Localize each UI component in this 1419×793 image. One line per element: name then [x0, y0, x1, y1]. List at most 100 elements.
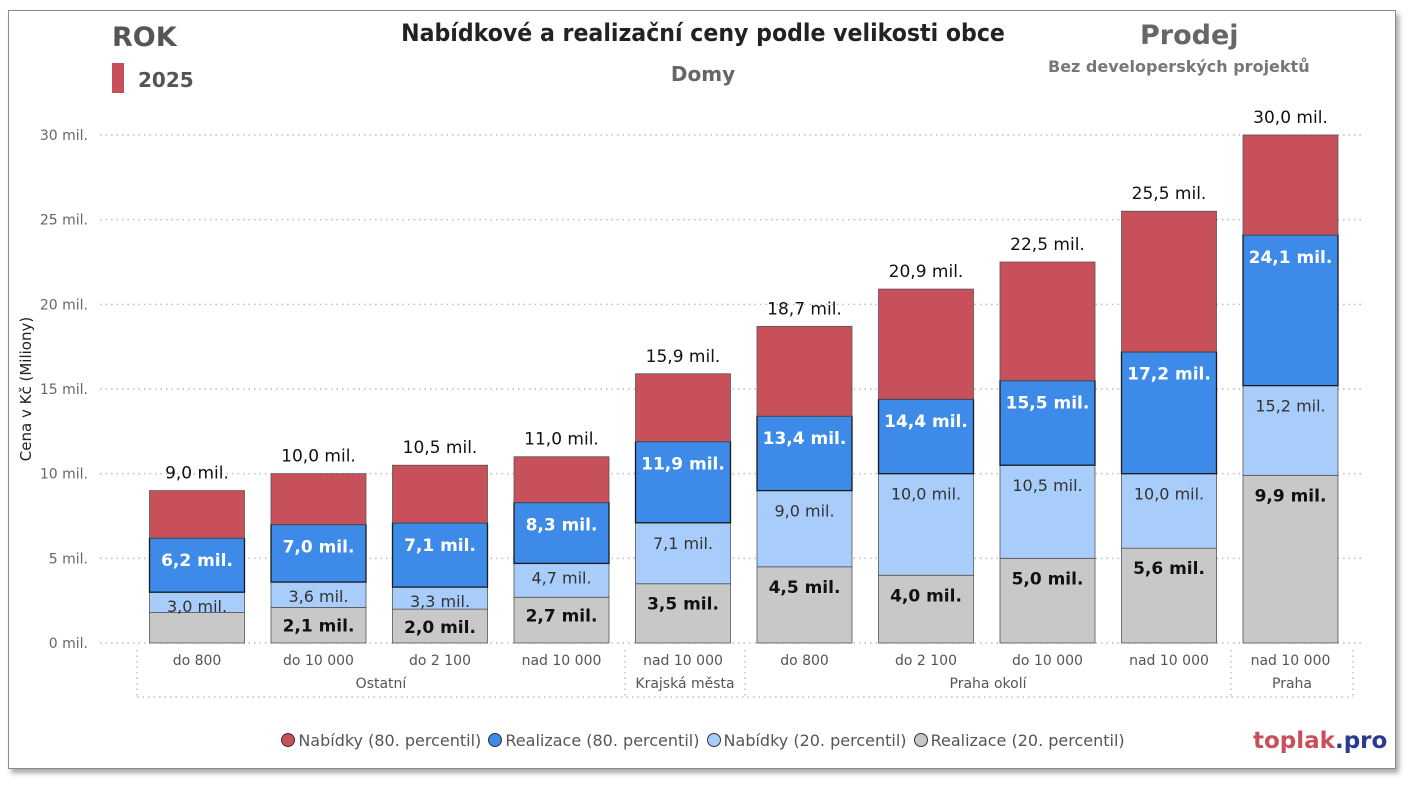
mode-label: Prodej [1140, 20, 1239, 51]
bar-nabidky-80 [1121, 210, 1217, 353]
chart-title: Nabídkové a realizační ceny podle veliko… [401, 19, 1005, 47]
y-tick-label: 10 mil. [40, 467, 88, 483]
chart-legend: Nabídky (80. percentil) Realizace (80. p… [0, 731, 1406, 750]
x-tick-label: nad 10 000 [1129, 653, 1209, 669]
year-slicer-label: ROK [112, 22, 177, 53]
legend-label: Nabídky (20. percentil) [723, 731, 907, 750]
bar-realizace-80 [634, 440, 732, 524]
legend-item-nabidky-20[interactable]: Nabídky (20. percentil) [706, 731, 907, 750]
data-label-realizace-20: 3,5 mil. [647, 595, 719, 615]
x-tick-label: do 800 [780, 653, 829, 669]
legend-dot-icon [706, 733, 721, 747]
bar-realizace-20 [270, 607, 367, 644]
bar-realizace-80 [148, 537, 246, 593]
data-label-realizace-20: 2,1 mil. [283, 616, 355, 636]
data-label-nabidky-80: 9,0 mil. [165, 464, 229, 484]
legend-label: Realizace (80. percentil) [505, 731, 700, 750]
y-tick-label: 20 mil. [40, 297, 88, 313]
x-tick-label: do 10 000 [1012, 653, 1083, 669]
bar-nabidky-80 [270, 473, 367, 525]
brand-part-1: toplak [1253, 728, 1335, 754]
data-label-realizace-20: 2,7 mil. [526, 606, 598, 626]
bar-nabidky-80 [635, 373, 731, 442]
legend-dot-icon [281, 733, 296, 747]
x-tick-label: do 10 000 [283, 653, 354, 669]
data-label-nabidky-80: 15,9 mil. [646, 347, 721, 367]
data-label-nabidky-80: 10,5 mil. [403, 438, 478, 458]
bar-realizace-80 [1242, 234, 1339, 387]
brand-part-2: .pro [1334, 728, 1388, 754]
data-label-realizace-80: 6,2 mil. [161, 551, 233, 571]
bar-nabidky-20 [635, 522, 731, 585]
legend-dot-icon [913, 733, 928, 747]
year-slicer-value[interactable]: 2025 [138, 68, 194, 92]
bar-realizace-80 [756, 415, 853, 492]
data-label-realizace-20: 9,9 mil. [1255, 486, 1327, 506]
x-tick-label: do 800 [173, 653, 222, 669]
data-label-realizace-80: 15,5 mil. [1006, 394, 1090, 414]
data-label-nabidky-20: 10,0 mil. [891, 485, 961, 504]
bar-realizace-20 [149, 612, 245, 644]
bar-nabidky-80 [756, 325, 853, 417]
brand-logo: toplak.pro [1253, 728, 1387, 754]
y-tick-label: 25 mil. [40, 213, 88, 229]
mode-sublabel: Bez developerských projektů [1048, 57, 1310, 76]
x-tick-label: do 2 100 [895, 653, 957, 669]
x-group-label: Praha [1272, 676, 1312, 692]
legend-label: Realizace (20. percentil) [930, 731, 1125, 750]
bar-realizace-20 [999, 557, 1096, 644]
data-label-nabidky-20: 7,1 mil. [653, 534, 713, 553]
data-label-nabidky-20: 10,5 mil. [1012, 476, 1082, 495]
bar-nabidky-20 [878, 473, 974, 576]
bar-realizace-20 [635, 583, 731, 644]
x-tick-label: nad 10 000 [1251, 653, 1331, 669]
x-group-label: Ostatní [356, 676, 408, 692]
chart-subtitle: Domy [670, 62, 736, 86]
data-label-realizace-20: 2,0 mil. [404, 618, 476, 638]
bar-realizace-20 [878, 574, 974, 644]
bar-nabidky-80 [392, 464, 488, 524]
x-group-label: Krajská města [635, 676, 734, 692]
x-tick-label: nad 10 000 [522, 653, 602, 669]
bar-realizace-80 [391, 522, 489, 588]
bar-nabidky-20 [270, 581, 367, 608]
data-label-realizace-80: 7,1 mil. [404, 536, 476, 556]
legend-item-realizace-20[interactable]: Realizace (20. percentil) [913, 731, 1125, 750]
bar-nabidky-80 [513, 456, 610, 503]
legend-item-realizace-80[interactable]: Realizace (80. percentil) [488, 731, 699, 750]
legend-dot-icon [488, 733, 503, 747]
legend-item-nabidky-80[interactable]: Nabídky (80. percentil) [281, 731, 481, 750]
bar-realizace-20 [513, 596, 610, 644]
bar-realizace-20 [392, 608, 488, 644]
data-label-nabidky-80: 11,0 mil. [524, 430, 599, 450]
bar-nabidky-20 [513, 563, 610, 598]
y-tick-label: 15 mil. [40, 382, 88, 398]
data-label-nabidky-80: 25,5 mil. [1132, 184, 1207, 204]
data-label-realizace-80: 13,4 mil. [763, 429, 847, 449]
data-label-realizace-80: 24,1 mil. [1249, 248, 1333, 268]
data-label-nabidky-80: 30,0 mil. [1253, 108, 1328, 128]
y-axis-title: Cena v Kč (Miliony) [17, 317, 35, 461]
data-label-nabidky-80: 20,9 mil. [889, 262, 964, 282]
data-label-nabidky-20: 15,2 mil. [1255, 397, 1325, 416]
data-label-nabidky-80: 10,0 mil. [281, 447, 356, 467]
legend-label: Nabídky (80. percentil) [298, 731, 482, 750]
bar-realizace-20 [756, 566, 853, 644]
bar-realizace-20 [1242, 474, 1339, 644]
bar-realizace-20 [1121, 547, 1217, 644]
bar-nabidky-20 [756, 490, 853, 568]
data-label-nabidky-20: 10,0 mil. [1134, 485, 1204, 504]
y-tick-label: 5 mil. [49, 551, 88, 567]
y-tick-label: 30 mil. [40, 128, 88, 144]
bar-realizace-80 [877, 398, 975, 475]
bar-nabidky-20 [1121, 473, 1217, 549]
year-slicer-swatch[interactable] [112, 63, 124, 93]
bar-nabidky-20 [999, 464, 1096, 559]
bar-nabidky-20 [1242, 385, 1339, 476]
data-label-realizace-20: 5,6 mil. [1133, 559, 1205, 579]
data-label-realizace-20: 5,0 mil. [1012, 569, 1084, 589]
x-tick-label: nad 10 000 [643, 653, 723, 669]
data-label-nabidky-20: 3,3 mil. [410, 592, 470, 611]
data-label-realizace-20: 4,0 mil. [890, 586, 962, 606]
